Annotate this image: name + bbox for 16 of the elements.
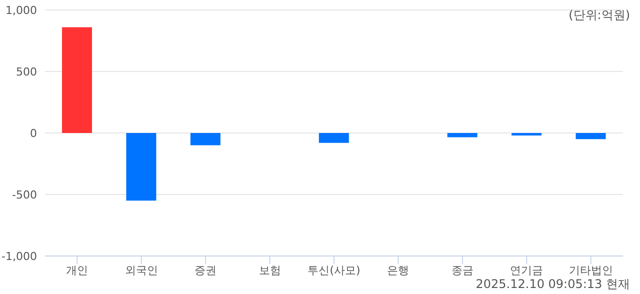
y-tick-label: -500 [12, 188, 37, 202]
y-tick-label: 1,000 [6, 4, 37, 17]
x-tick-label: 연기금 [510, 264, 544, 277]
x-tick-label: 은행 [387, 264, 410, 277]
x-tick-label: 외국인 [124, 264, 158, 277]
x-tick-label: 투신(사모) [308, 264, 360, 277]
x-tick-label: 종금 [451, 264, 474, 277]
y-tick-label: 500 [16, 65, 37, 78]
y-tick-label: 0 [30, 126, 37, 140]
annotation: (단위:억원) [568, 7, 630, 24]
x-tick-label: 개인 [66, 264, 88, 277]
x-tick-label: 기타법인 [568, 264, 613, 277]
x-tick-label: 증권 [194, 264, 217, 277]
x-tick-label: 보험 [258, 264, 281, 277]
text: 2025.12.10 09:05:13 현재 [476, 276, 630, 293]
y-tick-label: -1,000 [2, 250, 37, 263]
